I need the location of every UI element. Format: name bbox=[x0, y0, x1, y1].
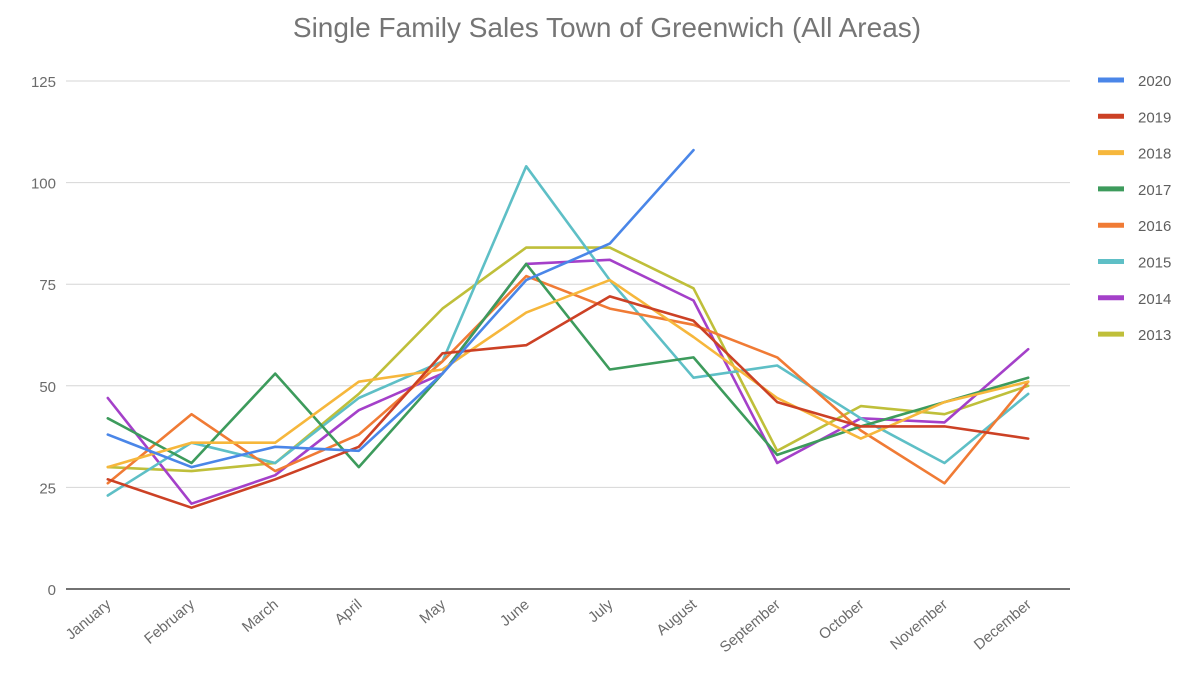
y-tick-label: 100 bbox=[31, 176, 56, 193]
legend-label-2018: 2018 bbox=[1138, 146, 1171, 163]
x-tick-label: December bbox=[971, 596, 1035, 654]
series-line-2020 bbox=[106, 148, 695, 469]
series-line-2013 bbox=[106, 246, 1030, 473]
series-line-2017 bbox=[106, 262, 1030, 469]
x-tick-label: August bbox=[653, 596, 700, 640]
y-tick-label: 0 bbox=[48, 582, 56, 599]
series-lines bbox=[106, 148, 1030, 509]
x-tick-label: July bbox=[585, 596, 617, 626]
x-tick-label: May bbox=[416, 596, 449, 628]
y-tick-label: 25 bbox=[39, 480, 56, 497]
y-tick-label: 75 bbox=[39, 277, 56, 294]
legend-label-2016: 2016 bbox=[1138, 218, 1171, 235]
series-line-2019 bbox=[106, 295, 1030, 509]
y-tick-label: 125 bbox=[31, 74, 56, 91]
legend-label-2017: 2017 bbox=[1138, 182, 1171, 199]
legend-label-2015: 2015 bbox=[1138, 255, 1171, 272]
chart-title: Single Family Sales Town of Greenwich (A… bbox=[293, 12, 921, 43]
series-line-2015 bbox=[106, 165, 1030, 497]
x-tick-label: April bbox=[331, 596, 365, 628]
x-tick-label: September bbox=[717, 596, 784, 656]
x-tick-label: February bbox=[141, 596, 198, 648]
gridlines bbox=[66, 80, 1070, 488]
legend-label-2013: 2013 bbox=[1138, 327, 1171, 344]
series-line-2018 bbox=[106, 278, 1030, 469]
legend: 2020 2019 2018 2017 2016 2015 2014 2013 bbox=[1098, 73, 1171, 344]
legend-label-2020: 2020 bbox=[1138, 73, 1171, 90]
x-tick-label: June bbox=[497, 596, 533, 630]
x-tick-label: October bbox=[816, 596, 868, 643]
x-tick-label: November bbox=[887, 596, 951, 654]
axes: 0 25 50 75 100 125 January February March April Ma… bbox=[31, 74, 1070, 656]
legend-label-2014: 2014 bbox=[1138, 291, 1171, 308]
series-line-2016 bbox=[106, 274, 1030, 485]
x-tick-label: March bbox=[239, 596, 282, 636]
y-tick-label: 50 bbox=[39, 379, 56, 396]
legend-label-2019: 2019 bbox=[1138, 109, 1171, 126]
x-tick-label: January bbox=[63, 596, 115, 644]
